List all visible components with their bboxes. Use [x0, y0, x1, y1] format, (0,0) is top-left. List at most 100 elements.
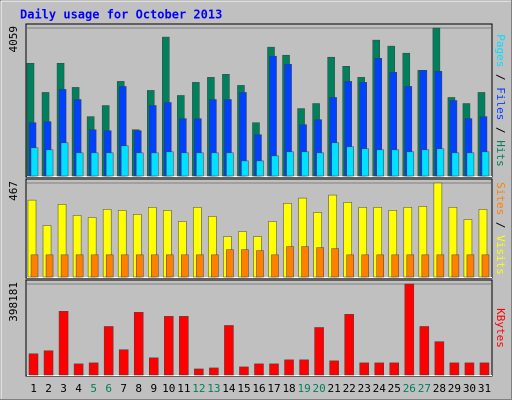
bar	[181, 254, 189, 278]
bar	[256, 250, 264, 278]
bar	[359, 362, 369, 376]
bar	[166, 254, 174, 278]
bar	[164, 316, 174, 376]
x-tick-label: 7	[120, 382, 127, 395]
bar	[419, 326, 430, 376]
bar	[344, 314, 354, 376]
bar	[346, 146, 354, 177]
bar	[346, 254, 354, 278]
legend: KBytes	[494, 308, 507, 348]
bar	[103, 326, 114, 376]
bar	[194, 368, 204, 376]
x-tick-label: 23	[358, 382, 371, 395]
bar	[196, 152, 204, 177]
bar	[60, 254, 69, 278]
x-tick-label: 16	[252, 382, 265, 395]
x-tick-label: 8	[135, 382, 142, 395]
bar	[118, 349, 129, 376]
legend-label: KBytes	[494, 308, 507, 348]
bar	[105, 254, 114, 278]
bar	[105, 152, 114, 177]
bar	[75, 152, 84, 177]
y-tick-label: 4059	[7, 26, 20, 53]
bar	[436, 148, 445, 177]
legend-label: /	[494, 127, 507, 134]
x-tick-label: 30	[463, 382, 476, 395]
legend-label: Hits	[494, 140, 507, 167]
bar	[60, 142, 69, 177]
bar	[299, 359, 309, 376]
bar	[209, 367, 219, 376]
bar	[226, 152, 234, 177]
x-tick-label: 29	[448, 382, 461, 395]
bar	[329, 360, 339, 376]
bar	[88, 362, 99, 376]
bar	[451, 254, 460, 278]
x-tick-label: 3	[60, 382, 67, 395]
bar	[301, 151, 309, 177]
x-tick-label: 26	[403, 382, 416, 395]
x-tick-label: 5	[90, 382, 97, 395]
bar	[271, 254, 279, 278]
bar	[43, 350, 54, 376]
bar	[271, 155, 279, 177]
x-tick-label: 19	[297, 382, 310, 395]
y-tick-label: 467	[7, 181, 20, 201]
bar	[256, 160, 264, 177]
bar	[406, 254, 415, 278]
bar	[331, 142, 339, 177]
x-tick-label: 13	[207, 382, 220, 395]
bar	[479, 362, 490, 376]
bar	[135, 254, 144, 278]
bar	[481, 151, 490, 177]
bar	[406, 151, 415, 177]
x-tick-label: 14	[222, 382, 236, 395]
bar	[466, 152, 475, 177]
x-tick-label: 4	[75, 382, 82, 395]
legend-label: Visits	[494, 235, 507, 275]
bar	[316, 152, 324, 177]
bar	[30, 254, 39, 278]
bar	[75, 254, 84, 278]
legend-label: /	[494, 74, 507, 81]
bar	[254, 363, 264, 376]
bar	[120, 145, 129, 177]
bar	[376, 149, 384, 177]
bar	[90, 152, 99, 177]
bar	[135, 152, 144, 177]
x-tick-label: 24	[373, 382, 387, 395]
x-tick-label: 12	[192, 382, 205, 395]
bar	[181, 152, 189, 177]
bar	[211, 152, 219, 177]
bar	[241, 249, 249, 278]
chart-title: Daily usage for October 2013	[20, 8, 222, 22]
bar	[331, 248, 339, 278]
bar	[179, 316, 189, 376]
bar	[133, 312, 144, 376]
bar	[404, 283, 415, 376]
bar	[466, 254, 475, 278]
bar	[434, 341, 445, 376]
x-tick-label: 21	[328, 382, 341, 395]
x-tick-label: 18	[282, 382, 295, 395]
bar	[376, 254, 384, 278]
x-tick-label: 31	[478, 382, 491, 395]
bar	[45, 149, 54, 177]
bar	[421, 149, 430, 177]
bar	[149, 357, 159, 376]
bar	[301, 246, 309, 278]
y-tick-label: 398181	[7, 282, 20, 322]
x-tick-label: 17	[267, 382, 280, 395]
x-tick-label: 1	[30, 382, 37, 395]
bar	[391, 149, 400, 177]
bar	[361, 148, 369, 177]
bar	[421, 254, 430, 278]
x-tick-label: 2	[45, 382, 52, 395]
x-tick-label: 9	[150, 382, 157, 395]
x-tick-label: 22	[343, 382, 356, 395]
legend: Pages / Files / Hits	[494, 34, 507, 167]
legend-label: /	[494, 222, 507, 229]
bar	[389, 362, 400, 376]
bar	[241, 160, 249, 177]
